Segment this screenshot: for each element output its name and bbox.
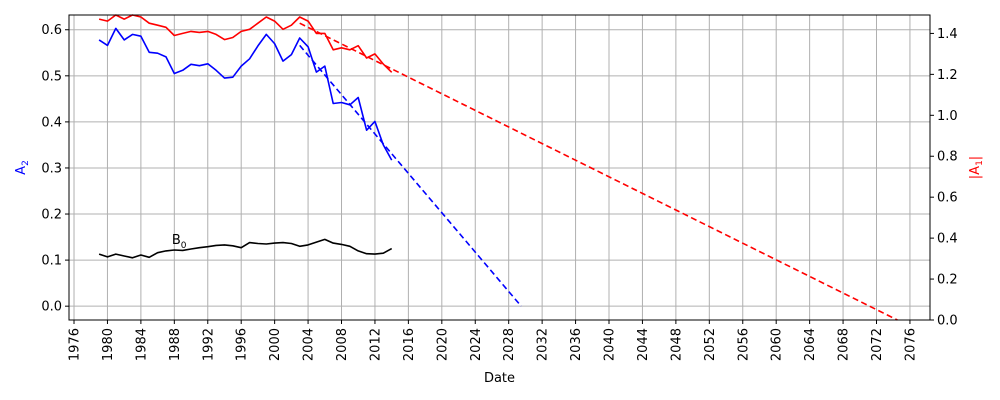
x-tick-label: 2004 <box>302 328 317 361</box>
x-tick-label: 2016 <box>402 328 417 361</box>
right-y-tick-label: 1.0 <box>937 109 958 124</box>
right-y-axis: 0.0 0.2 0.4 0.6 0.8 1.0 1.2 1.4 <box>930 27 958 329</box>
left-y-tick-label: 0.0 <box>41 300 62 315</box>
x-tick-label: 2056 <box>736 328 751 361</box>
x-axis: 1976 1980 1984 1988 1992 1996 2000 2004 2008 2012… <box>68 320 918 361</box>
x-tick-label: 2036 <box>569 328 584 361</box>
x-tick-label: 1976 <box>68 328 83 361</box>
svg-text:|A1|: |A1| <box>968 156 985 179</box>
x-tick-label: 2048 <box>669 328 684 361</box>
left-y-tick-label: 0.6 <box>41 23 62 38</box>
right-y-axis-title-end: | <box>968 156 983 160</box>
left-y-axis-title-main: A <box>14 166 29 175</box>
x-tick-label: 2064 <box>803 328 818 361</box>
x-tick-label: 1980 <box>101 328 116 361</box>
x-axis-title: Date <box>484 371 515 386</box>
x-tick-label: 1988 <box>168 328 183 361</box>
x-tick-label: 1984 <box>134 328 149 361</box>
left-y-axis-title: A2 <box>14 160 31 175</box>
x-tick-label: 2024 <box>469 328 484 361</box>
series-line-a2 <box>98 27 393 161</box>
right-y-axis-title-sub: 1 <box>975 160 985 166</box>
x-tick-label: 2072 <box>870 328 885 361</box>
right-y-tick-label: 1.4 <box>937 27 958 42</box>
x-tick-label: 1996 <box>235 328 250 361</box>
svg-text:A2: A2 <box>14 160 31 175</box>
x-tick-label: 2068 <box>837 328 852 361</box>
left-y-tick-label: 0.4 <box>41 115 62 130</box>
left-y-tick-label: 0.2 <box>41 208 62 223</box>
right-y-tick-label: 0.2 <box>937 273 958 288</box>
x-tick-label: 2060 <box>770 328 785 361</box>
right-y-tick-label: 0.8 <box>937 150 958 165</box>
right-y-axis-title-main: |A <box>968 166 983 179</box>
x-tick-label: 2040 <box>603 328 618 361</box>
series-line-b0 <box>98 238 393 259</box>
right-y-axis-title: |A1| <box>968 156 985 179</box>
left-y-axis: 0.0 0.1 0.2 0.3 0.4 0.5 0.6 <box>41 23 69 315</box>
x-tick-label: 2044 <box>636 328 651 361</box>
x-tick-label: 2008 <box>335 328 350 361</box>
left-y-tick-label: 0.3 <box>41 161 62 176</box>
b0-annotation: B0 <box>172 233 187 251</box>
x-tick-label: 2028 <box>502 328 517 361</box>
left-y-tick-label: 0.5 <box>41 69 62 84</box>
left-y-tick-label: 0.1 <box>41 254 62 269</box>
x-tick-label: 2012 <box>368 328 383 361</box>
x-tick-label: 2032 <box>536 328 551 361</box>
x-tick-label: 2000 <box>268 328 283 361</box>
series-line-a1-trend <box>299 22 898 321</box>
series-line-a2-trend <box>299 44 522 307</box>
left-y-axis-title-sub: 2 <box>21 160 31 166</box>
x-tick-label: 2052 <box>703 328 718 361</box>
series-layer <box>98 14 898 321</box>
grid-lines <box>69 15 930 320</box>
right-y-tick-label: 0.6 <box>937 191 958 206</box>
right-y-tick-label: 0.4 <box>937 232 958 247</box>
right-y-tick-label: 1.2 <box>937 68 958 83</box>
x-tick-label: 2020 <box>435 328 450 361</box>
x-tick-label: 2076 <box>903 328 918 361</box>
right-y-tick-label: 0.0 <box>937 314 958 329</box>
series-line-a1 <box>98 14 393 73</box>
x-tick-label: 1992 <box>201 328 216 361</box>
